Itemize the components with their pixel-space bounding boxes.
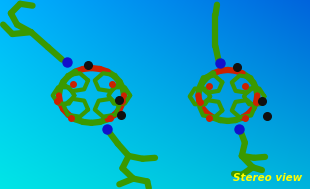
Text: Stereo view: Stereo view [233,173,302,183]
